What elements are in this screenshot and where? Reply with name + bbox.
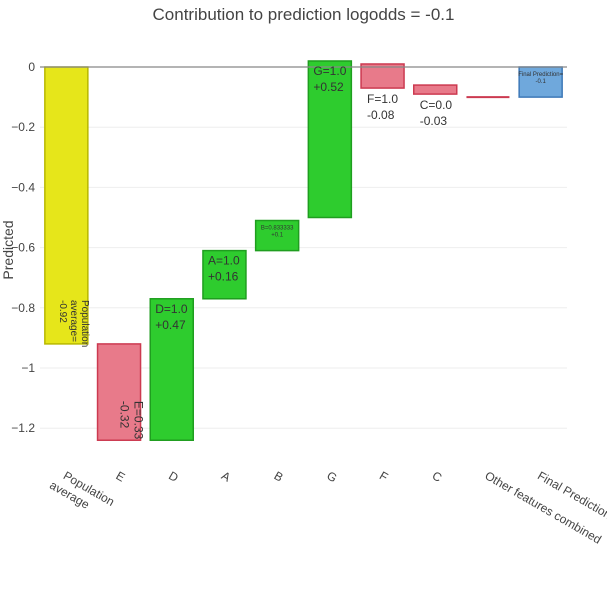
x-tick-label: G [324, 468, 339, 485]
bar-label: -0.1 [535, 79, 546, 85]
bar-final [518, 66, 563, 98]
bar-label: B=0.833333 [261, 226, 294, 232]
y-tick-label: −1.2 [11, 421, 35, 435]
x-tick-text: E [114, 468, 128, 484]
bar-negative [96, 343, 142, 441]
bar-label: G=1.0 [313, 64, 346, 78]
y-tick-label: 0 [28, 60, 35, 74]
bar-label: +0.16 [208, 270, 239, 284]
bar-positive [149, 298, 194, 441]
x-tick-text: F [377, 468, 390, 484]
bar-label: -0.03 [420, 114, 448, 128]
bars-layer [40, 60, 567, 441]
y-tick-label: −0.6 [11, 241, 35, 255]
y-tick-label: −1 [21, 361, 35, 375]
x-tick-text: D [166, 468, 181, 485]
bar-label: A=1.0 [208, 254, 240, 268]
y-axis-label: Predicted [0, 220, 16, 279]
bar-negative [360, 63, 405, 89]
bar-label: -0.08 [367, 108, 395, 122]
bar-label: average= [68, 300, 79, 342]
x-tick-text: G [324, 468, 339, 485]
x-tick-label: B [272, 468, 286, 484]
chart-title: Contribution to prediction logodds = -0.… [153, 5, 455, 24]
x-tick-label: E [114, 468, 128, 484]
bar-positive [307, 60, 353, 219]
bar-positive [202, 249, 247, 300]
bar-label: F=1.0 [367, 92, 398, 106]
x-tick-text: B [272, 468, 286, 484]
bar-label-group: E=0.33-0.32 [118, 401, 146, 440]
x-tick-label: F [377, 468, 390, 484]
y-tick-label: −0.8 [11, 301, 35, 315]
bar-label: Population [79, 300, 90, 347]
x-tick-label: C [430, 468, 445, 485]
bar-label: D=1.0 [155, 302, 188, 316]
bar-label: C=0.0 [420, 98, 453, 112]
bar-label: +0.47 [155, 318, 186, 332]
bar-label: -0.92 [57, 300, 68, 323]
x-tick-label: D [166, 468, 181, 485]
bar-positive [254, 219, 300, 252]
bar-label: Final Prediction= [518, 72, 563, 78]
bar-label: +0.1 [271, 233, 284, 239]
bar-label: E=0.33 [132, 401, 146, 440]
y-tick-label: −0.4 [11, 180, 35, 194]
bar-label: -0.32 [118, 401, 132, 429]
bar-label: +0.52 [313, 80, 344, 94]
x-tick-text: A [219, 468, 233, 484]
x-tick-label: A [219, 468, 233, 484]
x-tick-text: C [430, 468, 445, 485]
bar-negative [413, 84, 458, 95]
y-tick-label: −0.2 [11, 120, 35, 134]
